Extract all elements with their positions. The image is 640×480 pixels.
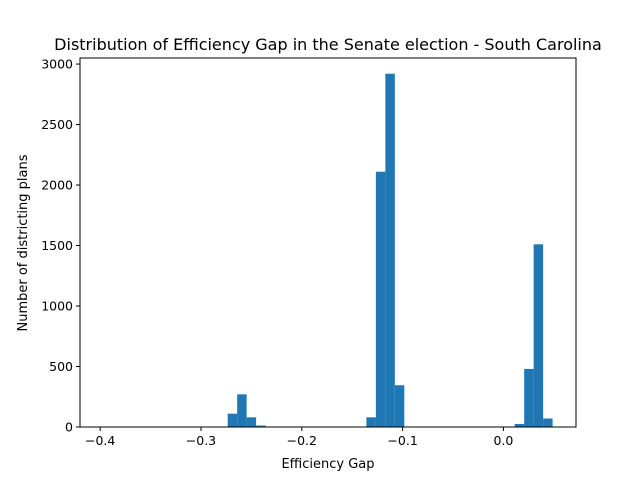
y-tick-label: 2000 xyxy=(41,178,73,193)
histogram-bar xyxy=(394,385,405,427)
histogram-bar xyxy=(385,73,395,427)
bars-group xyxy=(227,73,553,427)
histogram-bar xyxy=(246,417,257,427)
x-tick-label: 0.0 xyxy=(493,433,513,448)
histogram-bar xyxy=(227,413,238,427)
x-tick-label: −0.3 xyxy=(186,433,216,448)
histogram-bar xyxy=(524,368,534,427)
y-tick-label: 500 xyxy=(49,359,73,374)
y-tick-label: 1000 xyxy=(41,299,73,314)
histogram-bar xyxy=(533,244,544,427)
histogram-bar xyxy=(256,425,266,427)
x-axis-label: Efficiency Gap xyxy=(281,457,374,472)
chart-title: Distribution of Efficiency Gap in the Se… xyxy=(54,35,602,54)
y-tick-label: 2500 xyxy=(41,117,73,132)
histogram-bar xyxy=(237,394,247,427)
histogram-bar xyxy=(366,417,376,427)
x-tick-label: −0.4 xyxy=(85,433,115,448)
x-tick-label: −0.1 xyxy=(387,433,417,448)
histogram-bar xyxy=(514,423,525,427)
plot-frame xyxy=(79,57,577,428)
y-axis-label: Number of districting plans xyxy=(16,154,31,331)
x-axis-ticks: −0.4 −0.3 −0.2 −0.1 0.0 xyxy=(85,427,513,448)
y-tick-label: 1500 xyxy=(41,238,73,253)
histogram-bar xyxy=(375,171,386,427)
histogram-bar xyxy=(543,418,553,427)
y-axis-ticks: 0 500 1000 1500 2000 2500 3000 xyxy=(41,57,80,435)
y-tick-label: 3000 xyxy=(41,57,73,72)
x-tick-label: −0.2 xyxy=(287,433,317,448)
y-tick-label: 0 xyxy=(65,420,73,435)
